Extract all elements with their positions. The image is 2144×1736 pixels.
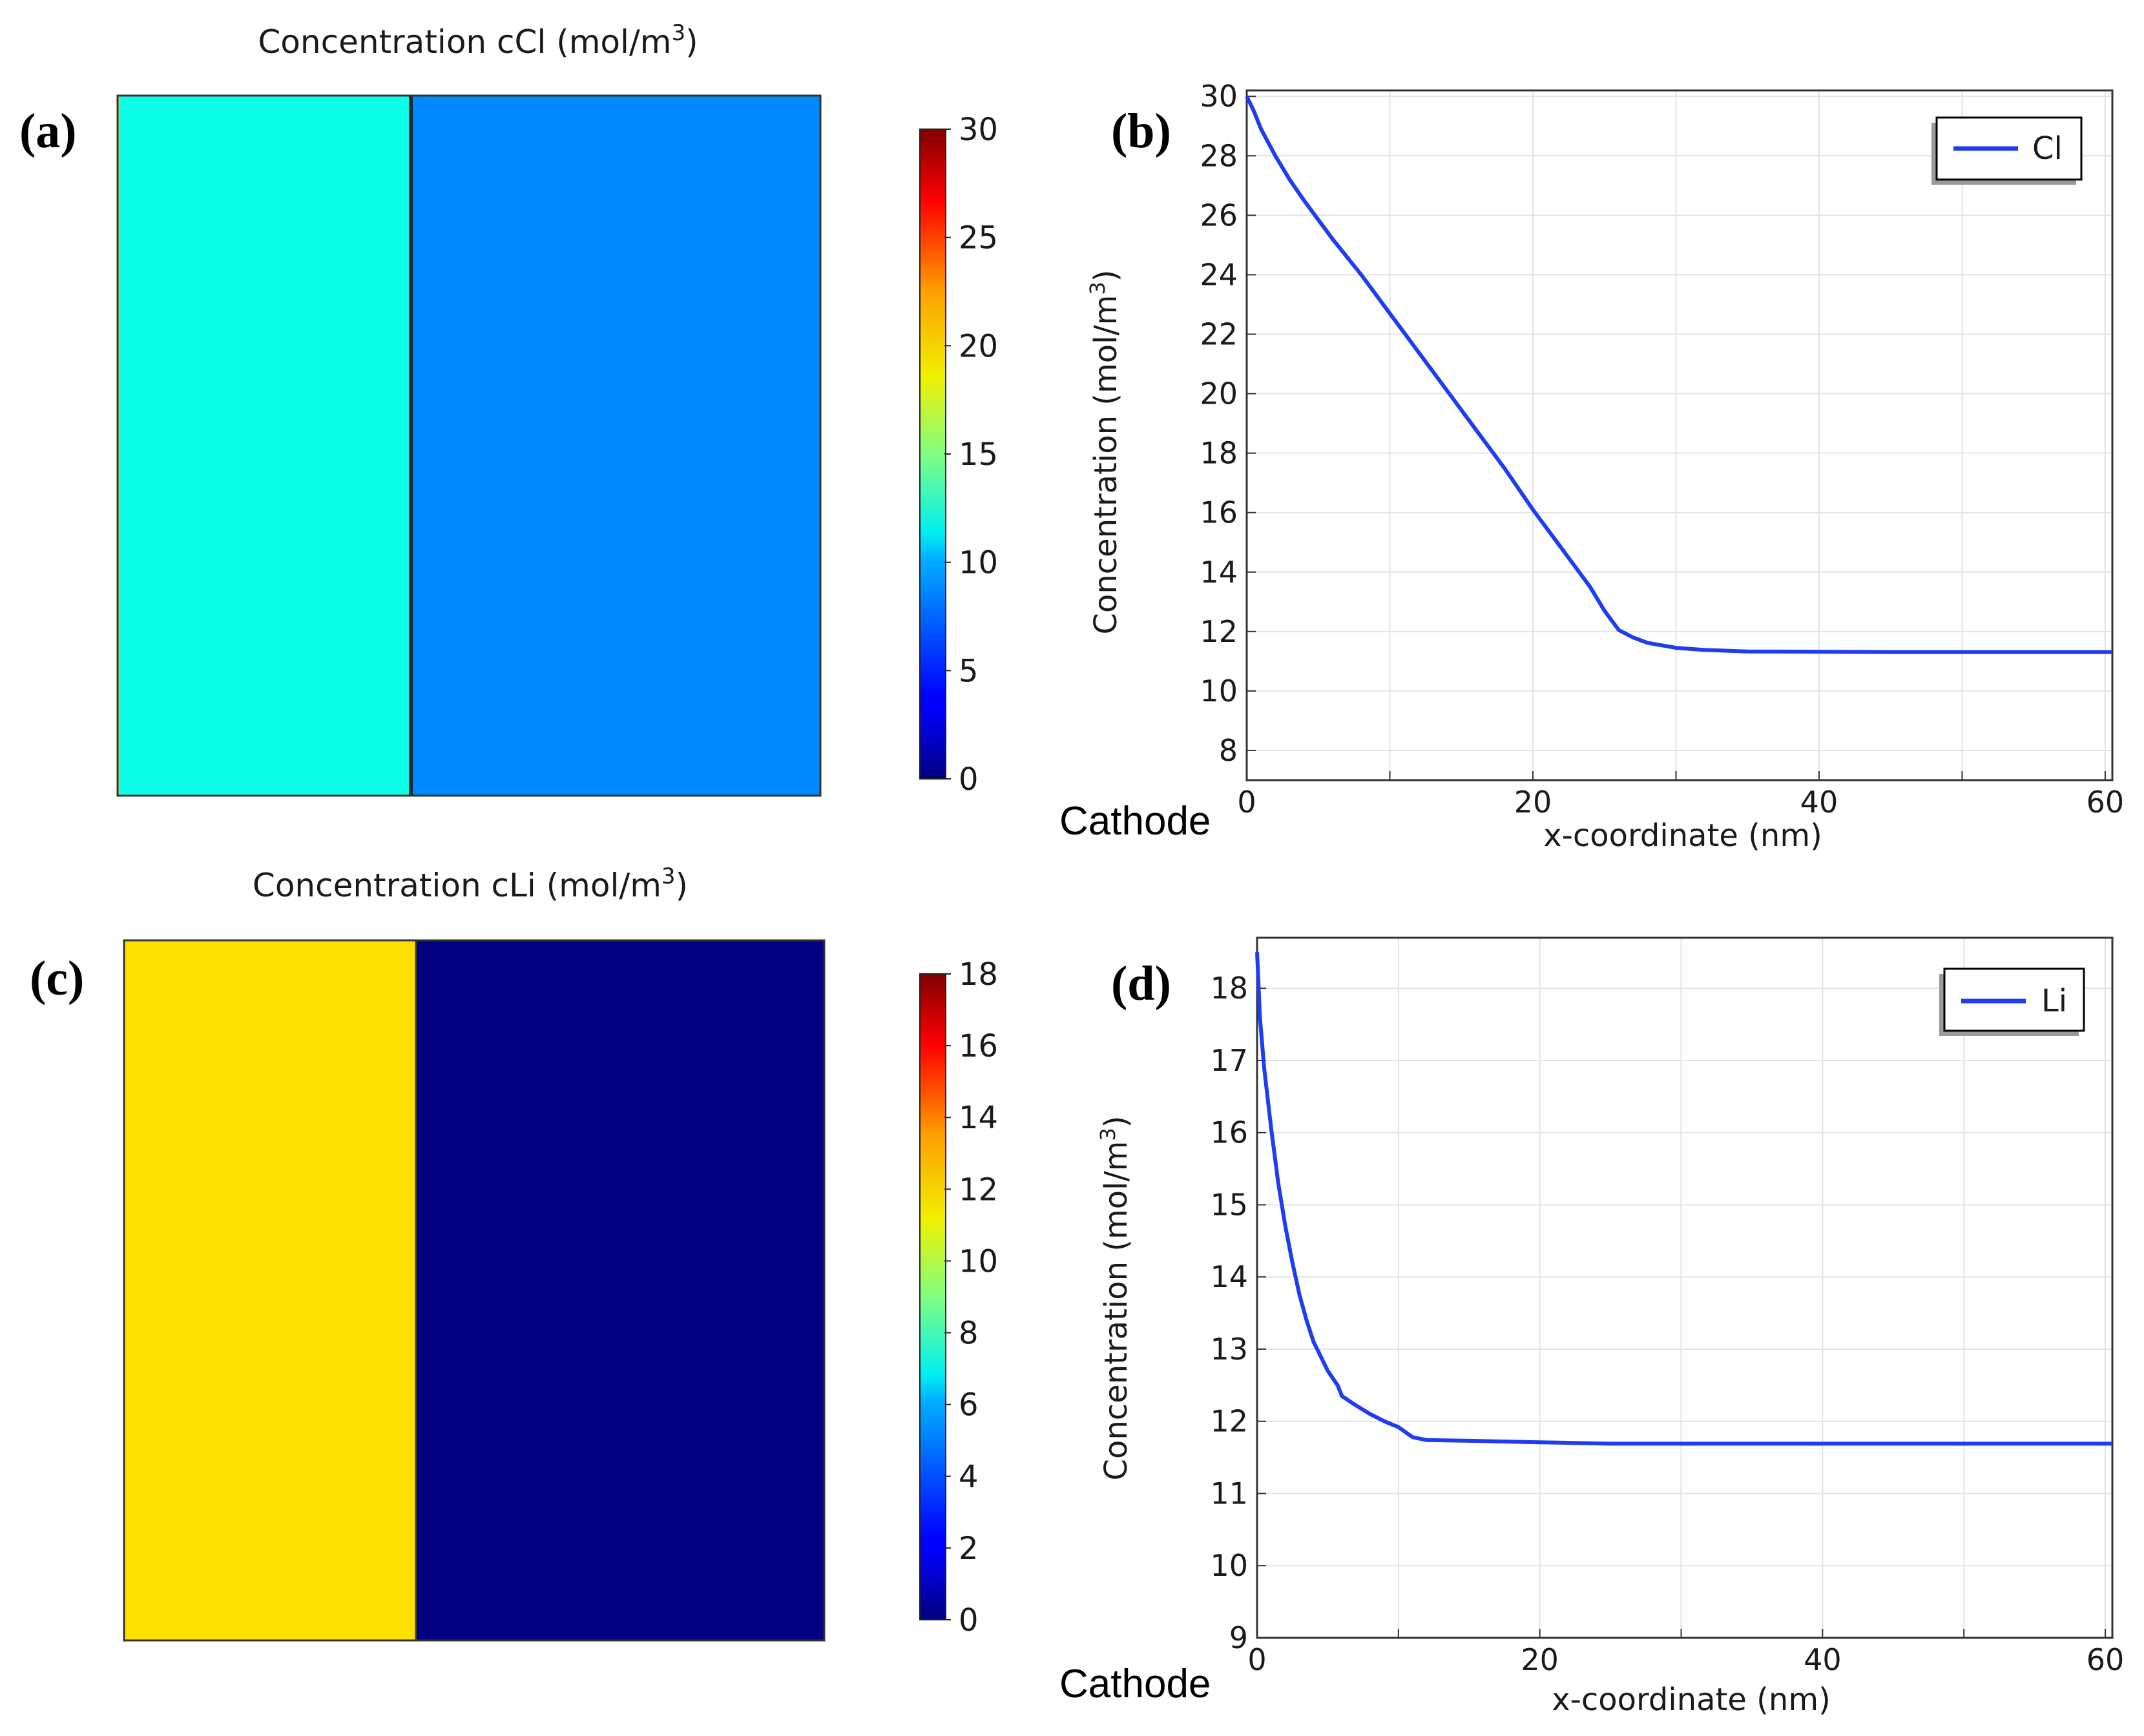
panel-c: Concentration cLi (mol/m3) (c) 0 2 4 6 8 10 12… [30, 863, 998, 1642]
panel-d-cathode-label: Cathode [1059, 1662, 1211, 1706]
panel-b: (b) 0 20 40 60 8 10 12 14 16 18 20 22 24 26 28 30 Catho… [1059, 79, 2124, 854]
panel-d: (d) 0 20 40 60 9 10 11 12 13 14 15 16 17 18 Cathode x… [1059, 936, 2125, 1718]
x-tick-label: 20 [1514, 785, 1552, 820]
panel-c-title: Concentration cLi (mol/m3) [253, 863, 688, 904]
colorbar-tick-label: 18 [959, 956, 998, 993]
li-colorbar-ticks: 0 2 4 6 8 10 12 14 16 18 [944, 956, 998, 1638]
panel-b-label: (b) [1111, 104, 1171, 158]
plot-area [1257, 938, 2112, 1638]
cl-legend-label: Cl [2032, 130, 2063, 167]
colorbar-tick-label: 10 [959, 545, 998, 581]
y-tick-label: 8 [1219, 733, 1238, 768]
panel-a-title: Concentration cCl (mol/m3) [258, 20, 698, 61]
colorbar-tick-label: 20 [959, 328, 998, 364]
x-tick-label: 0 [1247, 1642, 1266, 1677]
y-tick-label: 24 [1200, 257, 1238, 292]
colorbar-tick-label: 25 [959, 220, 998, 256]
y-tick-label: 14 [1200, 555, 1238, 590]
colorbar-tick-label: 0 [959, 1602, 979, 1638]
y-tick-label: 26 [1200, 198, 1238, 232]
series-line-li [1255, 952, 2112, 1446]
plot-area [1247, 90, 2112, 780]
y-tick-label: 14 [1210, 1259, 1248, 1294]
y-tick-label: 15 [1210, 1187, 1248, 1222]
colorbar-tick-label: 6 [959, 1387, 979, 1423]
y-tick-label: 28 [1200, 138, 1238, 173]
cl-left-region [118, 96, 411, 796]
y-tick-label: 11 [1210, 1476, 1248, 1511]
colorbar-tick-label: 4 [959, 1459, 979, 1495]
y-tick-label: 12 [1210, 1404, 1248, 1439]
cl-legend: Cl [1931, 116, 2083, 185]
cl-colorbar [919, 129, 946, 780]
x-tick-label: 40 [1800, 785, 1838, 820]
y-tick-label: 12 [1200, 614, 1238, 649]
colorbar-tick-label: 5 [959, 653, 979, 689]
y-tick-label: 13 [1210, 1332, 1248, 1367]
cl-right-region [411, 96, 820, 796]
cl-line-plot: 0 20 40 60 8 10 12 14 16 18 20 22 24 26 28 30 [1200, 79, 2124, 820]
panel-c-frame [123, 939, 826, 1642]
colorbar-tick-label: 12 [959, 1172, 998, 1208]
panel-a-label: (a) [19, 104, 77, 158]
y-tick-label: 10 [1210, 1548, 1248, 1583]
y-tick-label: 18 [1200, 436, 1238, 471]
y-tick-label: 17 [1210, 1043, 1248, 1078]
panel-a-frame [116, 94, 822, 797]
x-tick-label: 60 [2087, 785, 2125, 820]
panel-c-label: (c) [30, 951, 84, 1006]
panel-b-xlabel: x-coordinate (nm) [1543, 818, 1822, 854]
y-tick-label: 22 [1200, 316, 1238, 351]
panel-d-xlabel: x-coordinate (nm) [1552, 1682, 1831, 1718]
y-tick-label: 16 [1210, 1115, 1248, 1150]
li-legend-label: Li [2041, 983, 2067, 1019]
li-right-region [416, 940, 824, 1640]
x-tick-label: 40 [1804, 1642, 1842, 1677]
colorbar-tick-label: 16 [959, 1028, 998, 1064]
y-tick-label: 9 [1229, 1620, 1248, 1655]
colorbar-tick-label: 0 [959, 761, 979, 798]
colorbar-tick-label: 2 [959, 1531, 979, 1567]
plot-frame [1256, 936, 2114, 1639]
colorbar-tick-label: 14 [959, 1100, 998, 1136]
cl-colorbar-ticks: 0 5 10 15 20 25 30 [944, 112, 998, 798]
y-tick-label: 30 [1200, 79, 1238, 114]
y-tick-label: 16 [1200, 495, 1238, 530]
panel-d-label: (d) [1111, 956, 1171, 1011]
panel-a: Concentration cCl (mol/m3) (a) 0 5 10 15 20 2… [19, 20, 998, 798]
li-colorbar [919, 973, 946, 1620]
colorbar-tick-label: 30 [959, 112, 998, 148]
y-tick-label: 20 [1200, 377, 1238, 411]
li-legend: Li [1939, 967, 2085, 1036]
panel-b-ylabel: Concentration (mol/m3) [1085, 269, 1124, 634]
panel-b-cathode-label: Cathode [1059, 799, 1211, 843]
li-left-region [124, 940, 416, 1640]
x-tick-label: 60 [2087, 1642, 2125, 1677]
x-tick-label: 0 [1237, 785, 1256, 820]
y-tick-label: 18 [1210, 971, 1248, 1006]
colorbar-tick-label: 8 [959, 1316, 979, 1352]
colorbar-tick-label: 15 [959, 437, 998, 473]
li-line-plot: 0 20 40 60 9 10 11 12 13 14 15 16 17 18 [1210, 936, 2125, 1677]
plot-frame [1245, 89, 2114, 781]
series-line-cl [1245, 95, 2112, 654]
colorbar-tick-label: 10 [959, 1243, 998, 1279]
y-tick-label: 10 [1200, 674, 1238, 708]
x-tick-label: 20 [1521, 1642, 1559, 1677]
yellow-boundary-strip [118, 96, 120, 796]
panel-d-ylabel: Concentration (mol/m3) [1096, 1115, 1134, 1480]
